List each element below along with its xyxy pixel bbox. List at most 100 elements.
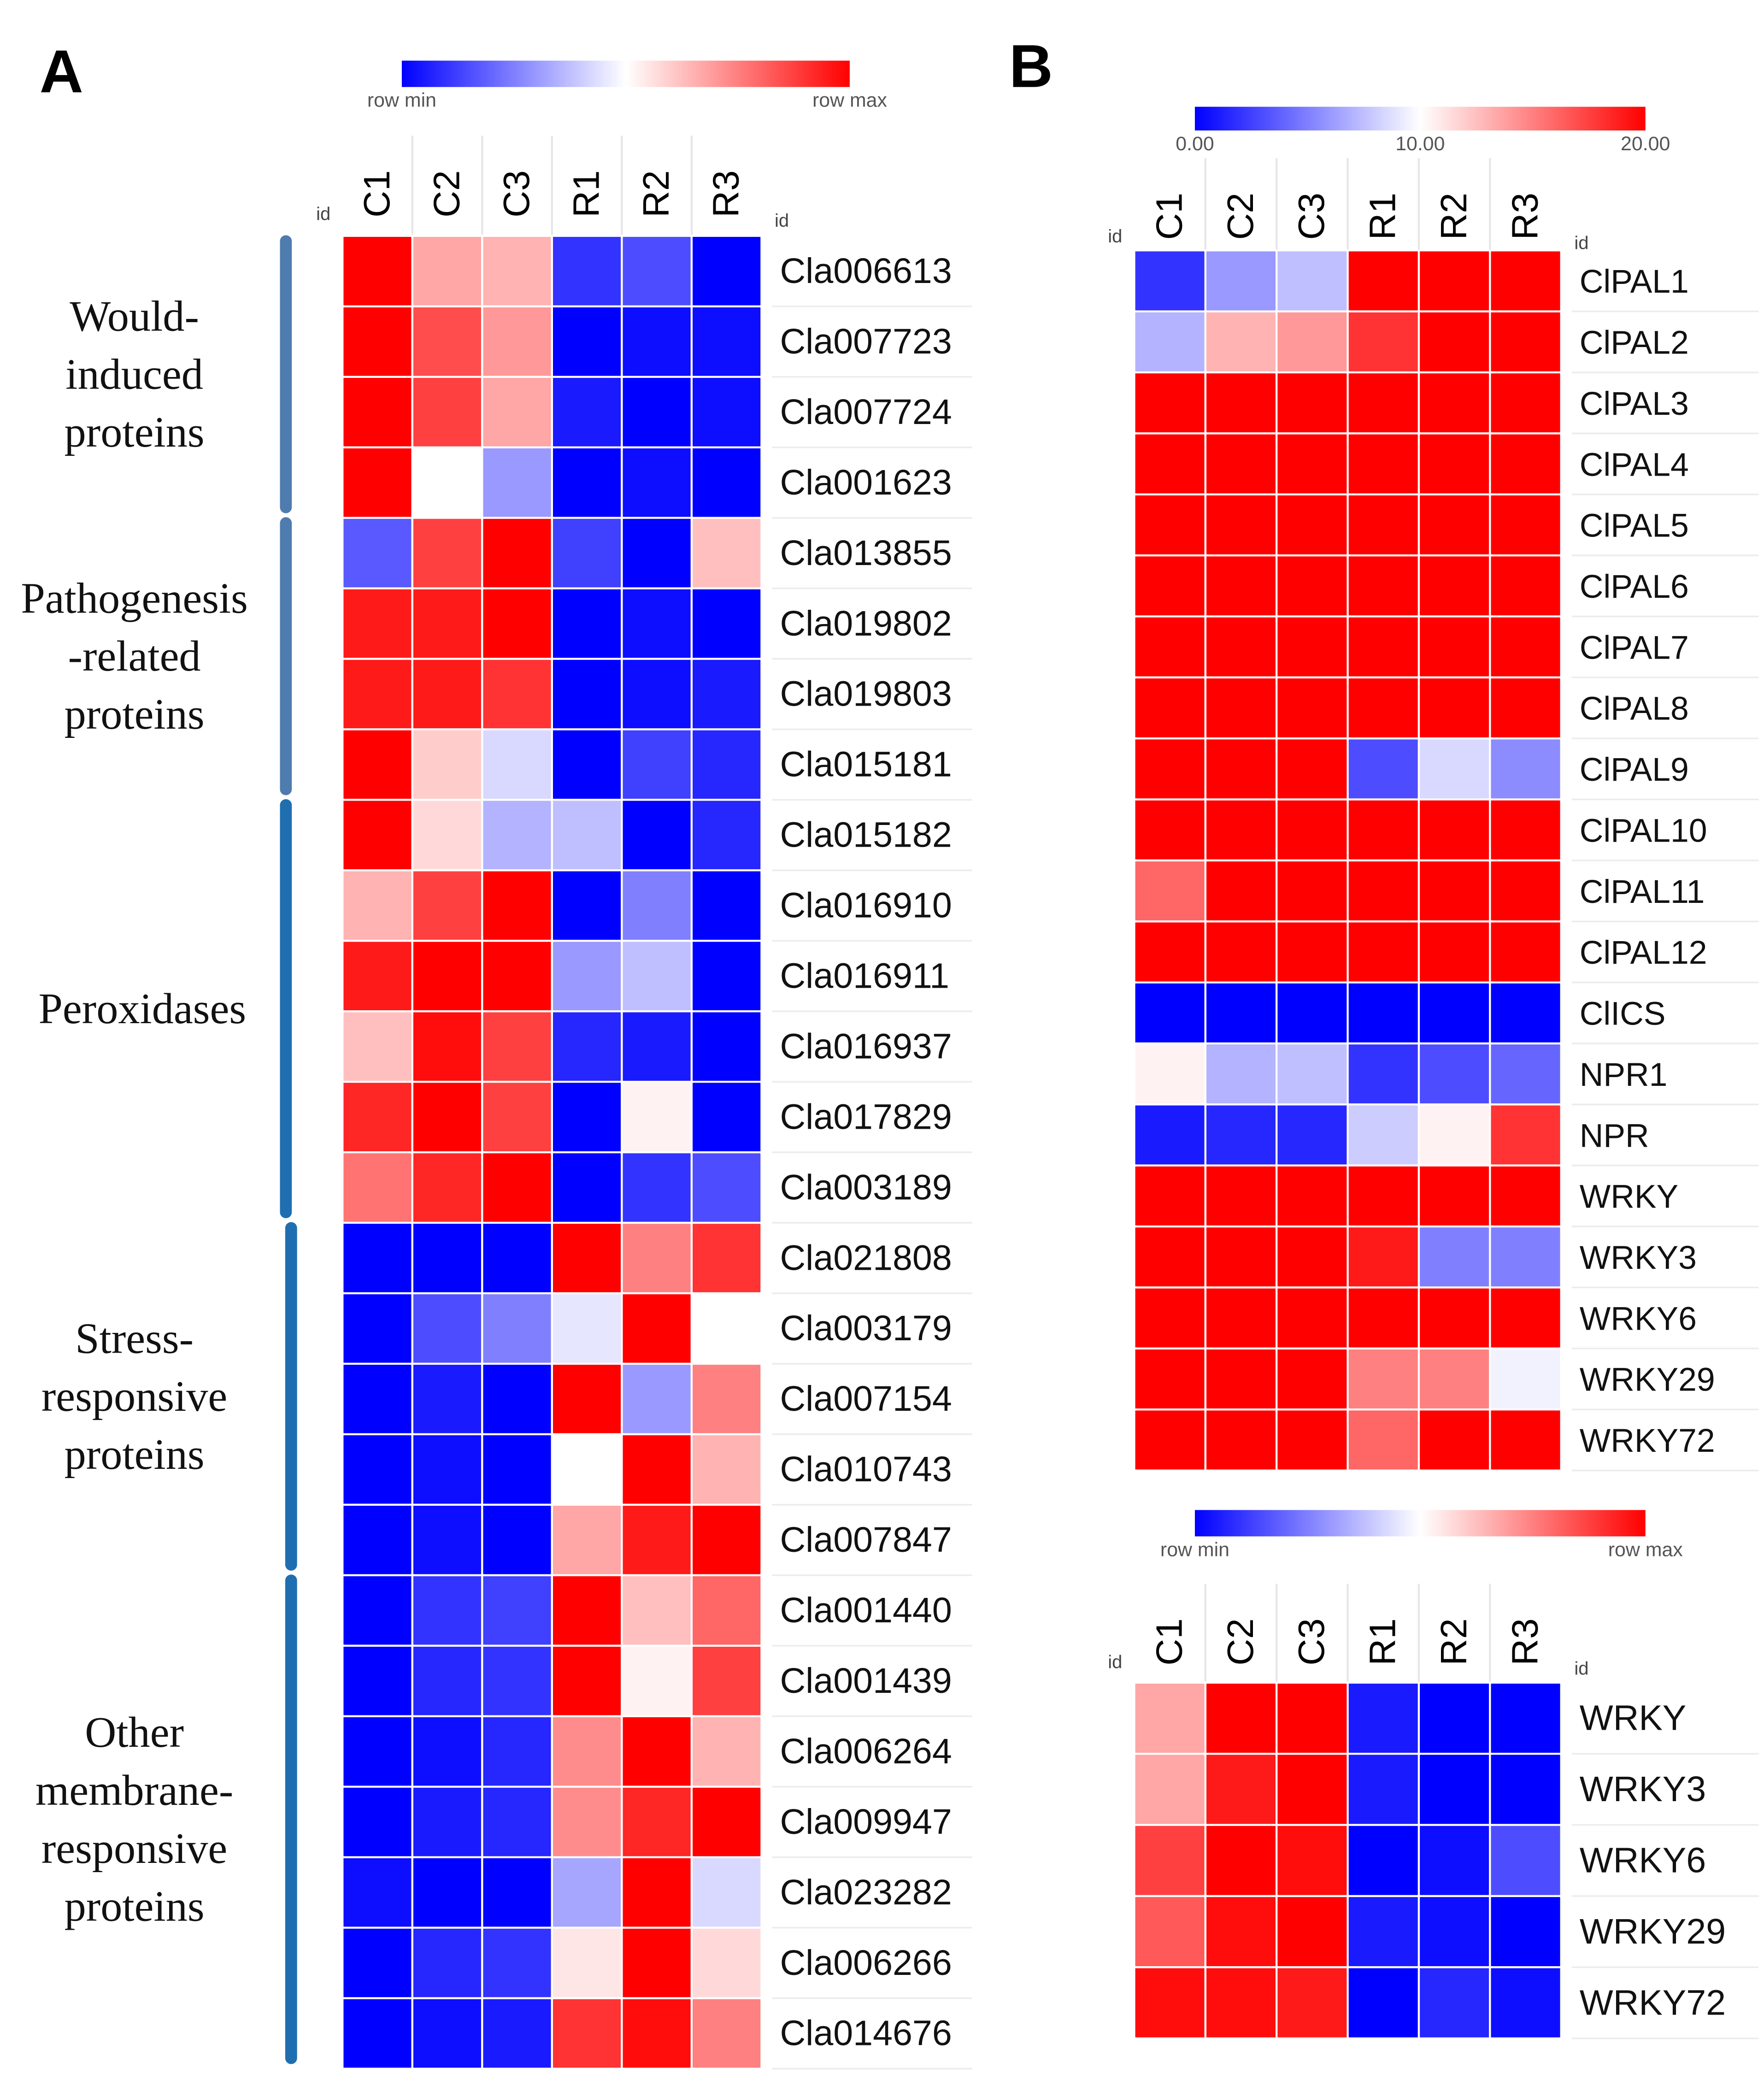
panel-a-colorbar: row min row max: [367, 60, 887, 112]
row-label: ClPAL10: [1580, 812, 1707, 849]
heatmap-cell: [1204, 554, 1278, 618]
row-label: ClPAL11: [1580, 873, 1705, 910]
heatmap-cell: [690, 235, 763, 307]
row-label: Cla001440: [780, 1591, 952, 1630]
heatmap-cell: [690, 587, 763, 660]
heatmap-cell: [1489, 1966, 1562, 2039]
column-header-r2: R2: [1433, 1618, 1474, 1665]
heatmap-cell: [341, 799, 413, 872]
heatmap-cell: [481, 1503, 553, 1576]
row-label: Cla001623: [780, 463, 952, 502]
heatmap-cell: [1133, 1966, 1206, 2039]
heatmap-cell: [1347, 981, 1420, 1045]
row-label: ClPAL9: [1580, 751, 1689, 788]
heatmap-cell: [551, 1221, 623, 1295]
heatmap-cell: [1133, 737, 1206, 801]
panel-b-top-column-headers: C1 C2 C3 R1 R2 R3 id id: [1108, 158, 1588, 253]
heatmap-cell: [1133, 432, 1206, 495]
heatmap-cell: [551, 446, 623, 519]
heatmap-cell: [690, 305, 763, 378]
heatmap-cell: [621, 1221, 693, 1295]
colorbar-max-label: 20.00: [1621, 133, 1670, 155]
heatmap-cell: [621, 1574, 693, 1647]
row-label: Cla006266: [780, 1943, 952, 1983]
row-label: ClPAL12: [1580, 934, 1707, 971]
heatmap-cell: [1133, 615, 1206, 678]
heatmap-cell: [411, 1927, 483, 1999]
colorbar-min-label: 0.00: [1176, 133, 1214, 155]
column-header-r3: R3: [705, 170, 746, 217]
row-label: WRKY: [1580, 1698, 1687, 1738]
row-label: Cla006264: [780, 1732, 952, 1771]
heatmap-cell: [621, 1715, 693, 1788]
heatmap-cell: [1133, 371, 1206, 435]
heatmap-cell: [690, 1362, 763, 1436]
heatmap-cell: [621, 1856, 693, 1929]
heatmap-cell: [690, 1997, 763, 2070]
heatmap-cell: [690, 1151, 763, 1224]
heatmap-cell: [1276, 371, 1349, 435]
heatmap-cell: [1417, 1824, 1491, 1897]
row-label: Cla019802: [780, 604, 952, 643]
group-label: proteins: [65, 408, 205, 456]
heatmap-cell: [690, 1503, 763, 1576]
row-label: Cla015182: [780, 815, 952, 855]
heatmap-cell: [690, 1644, 763, 1717]
heatmap-cell: [690, 1433, 763, 1506]
heatmap-cell: [341, 728, 413, 801]
heatmap-cell: [341, 869, 413, 942]
row-label: Cla007723: [780, 322, 952, 361]
heatmap-cell: [1276, 1753, 1349, 1826]
heatmap-cell: [1417, 1753, 1491, 1826]
row-label: WRKY72: [1580, 1422, 1715, 1459]
heatmap-cell: [1276, 615, 1349, 678]
heatmap-cell: [481, 799, 553, 872]
right-id-label: id: [1574, 233, 1588, 253]
heatmap-cell: [341, 1292, 413, 1365]
panel-b-top-colorbar: 0.00 10.00 20.00: [1176, 106, 1670, 155]
heatmap-cell: [551, 1927, 623, 1999]
heatmap-cell: [1489, 493, 1562, 557]
heatmap-cell: [1347, 1895, 1420, 1968]
heatmap-cell: [1133, 1895, 1206, 1968]
heatmap-cell: [481, 1715, 553, 1788]
heatmap-cell: [481, 940, 553, 1013]
heatmap-cell: [481, 1574, 553, 1647]
heatmap-cell: [1417, 493, 1491, 557]
row-label: Cla009947: [780, 1802, 952, 1842]
column-header-c1: C1: [356, 170, 397, 217]
heatmap-cell: [411, 1715, 483, 1788]
colorbar-gradient: [401, 60, 850, 87]
heatmap-cell: [481, 376, 553, 448]
heatmap-cell: [1276, 1286, 1349, 1349]
heatmap-cell: [1276, 554, 1349, 618]
heatmap-cell: [690, 1715, 763, 1788]
column-header-r2: R2: [1433, 193, 1474, 240]
heatmap-cell: [1347, 1681, 1420, 1755]
heatmap-cell: [690, 799, 763, 872]
heatmap-cell: [551, 1151, 623, 1224]
row-label: ClPAL6: [1580, 568, 1689, 605]
row-label: WRKY29: [1580, 1912, 1726, 1951]
heatmap-cell: [1133, 1286, 1206, 1349]
heatmap-cell: [1276, 1347, 1349, 1411]
heatmap-cell: [1204, 676, 1278, 740]
heatmap-cell: [411, 235, 483, 307]
heatmap-cell: [1204, 371, 1278, 435]
group-label: Would-: [70, 293, 199, 341]
group-label: responsive: [41, 1373, 227, 1420]
heatmap-cell: [341, 517, 413, 589]
heatmap-cell: [1489, 1286, 1562, 1349]
heatmap-cell: [1204, 493, 1278, 557]
heatmap-cell: [341, 1856, 413, 1929]
heatmap-cell: [690, 446, 763, 519]
heatmap-cell: [621, 1503, 693, 1576]
heatmap-cell: [1417, 615, 1491, 678]
heatmap-cell: [690, 1292, 763, 1365]
row-label: WRKY3: [1580, 1239, 1697, 1276]
heatmap-cell: [411, 376, 483, 448]
heatmap-cell: [1204, 1824, 1278, 1897]
heatmap-cell: [1417, 1347, 1491, 1411]
right-id-label: id: [1574, 1659, 1588, 1679]
heatmap-cell: [1489, 920, 1562, 984]
